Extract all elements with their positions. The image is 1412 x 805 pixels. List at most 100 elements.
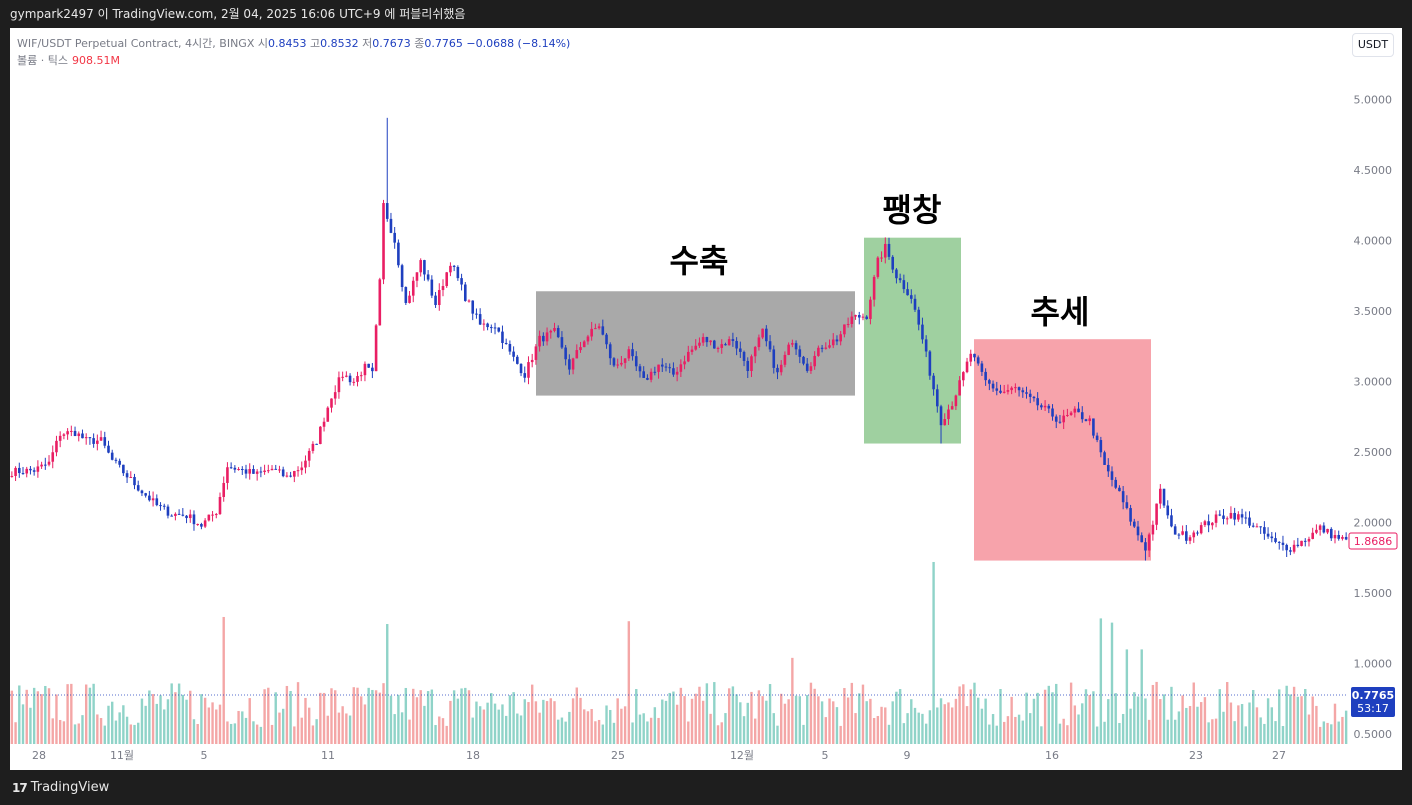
volume-bar [1270,707,1274,744]
volume-bar [40,694,43,744]
volume-bar [62,721,66,744]
volume-bar [832,701,835,744]
candle-body [162,505,166,507]
volume-bar [620,708,623,744]
candle-body [1132,521,1136,527]
candle-body [545,332,549,342]
price-badge-text: 1.8686 [1354,535,1393,548]
candle-body [359,375,363,377]
tradingview-logo[interactable]: 17 TradingView [12,780,109,795]
candle-body [1270,536,1274,539]
candle-body [1218,514,1222,516]
volume-bar [1304,688,1307,744]
volume-bar [943,704,946,744]
volume-bar [820,701,824,744]
volume-bar [337,712,341,744]
volume-bar [813,688,816,744]
candle-body [720,344,724,348]
volume-bar [181,694,185,744]
volume-bar [140,698,144,744]
y-axis-tick: 3.0000 [1354,376,1393,389]
volume-bar [627,621,631,744]
volume-bar [107,705,110,744]
volume-bar [92,683,95,744]
candle-body [898,278,902,281]
candle-body [456,266,460,279]
candle-body [731,339,735,341]
candle-body [1274,538,1277,542]
price-badge-bg [1348,532,1398,550]
volume-bar [248,698,251,744]
candle-body [616,364,619,366]
candle-body [976,357,980,364]
candle-body [653,371,657,373]
volume-bar [757,690,761,744]
candle-body [144,493,147,496]
volume-bar [1318,726,1322,744]
candle-body [824,347,828,349]
currency-button[interactable]: USDT [1352,33,1394,57]
volume-bar [482,709,486,744]
volume-bar [876,716,880,744]
candle-body [200,523,203,527]
candle-body [995,388,999,391]
symbol-title[interactable]: WIF/USDT Perpetual Contract, 4시간, BINGX [17,37,255,50]
volume-bar [133,724,136,744]
candle-body [542,335,545,342]
volume-bar [163,709,166,744]
x-axis-tick: 23 [1189,749,1203,762]
volume-bar [345,713,348,744]
candle-body [475,313,478,315]
candle-body [352,381,356,383]
y-axis-tick: 2.5000 [1354,446,1393,459]
candle-body [690,349,694,352]
volume-bar [646,721,649,744]
volume-bar [638,714,642,744]
volume-label[interactable]: 볼륨 · 틱스 [17,54,68,67]
volume-bar [218,704,222,744]
candle-body [883,243,887,258]
candle-body [608,344,612,359]
candle-body [192,514,196,525]
volume-bar [408,719,411,744]
volume-bar [151,694,155,744]
volume-bar [1207,722,1210,744]
volume-bar [255,724,259,744]
volume-bar [783,703,787,744]
volume-bar [932,561,935,744]
chart-frame: 수축 팽창 추세 5.0000 4.5000 4.0000 3.5000 3.0000 2.50… [10,28,1402,770]
candle-body [924,339,928,352]
candle-body [319,426,322,445]
volume-bar [802,724,805,744]
volume-bar [1058,723,1062,744]
volume-bar [185,699,188,744]
publish-line: gympark2497 이 TradingView.com, 2월 04, 20… [10,7,466,21]
volume-bar [400,712,404,744]
candle-body [1303,540,1307,542]
volume-bar [653,707,657,744]
candle-body [1341,536,1344,539]
volume-bar [1021,720,1024,744]
volume-bar [174,692,177,744]
candle-body [196,523,199,525]
candle-body [1054,416,1058,422]
candle-body [333,392,337,399]
volume-bar [32,687,36,744]
candle-body [400,265,404,288]
candle-body [449,265,452,273]
volume-bar [103,725,106,744]
candle-body [1318,525,1322,530]
candle-body [259,471,263,473]
candle-body [155,498,159,506]
volume-bar [137,722,140,744]
candle-body [902,280,906,290]
y-axis-tick: 3.5000 [1354,305,1393,318]
volume-bar [1092,691,1095,744]
volume-bar [657,717,660,744]
candle-body [1188,537,1192,541]
low-label: 저 [362,37,373,50]
candle-body [999,390,1002,393]
candle-body [683,361,686,365]
candle-body [445,272,449,287]
